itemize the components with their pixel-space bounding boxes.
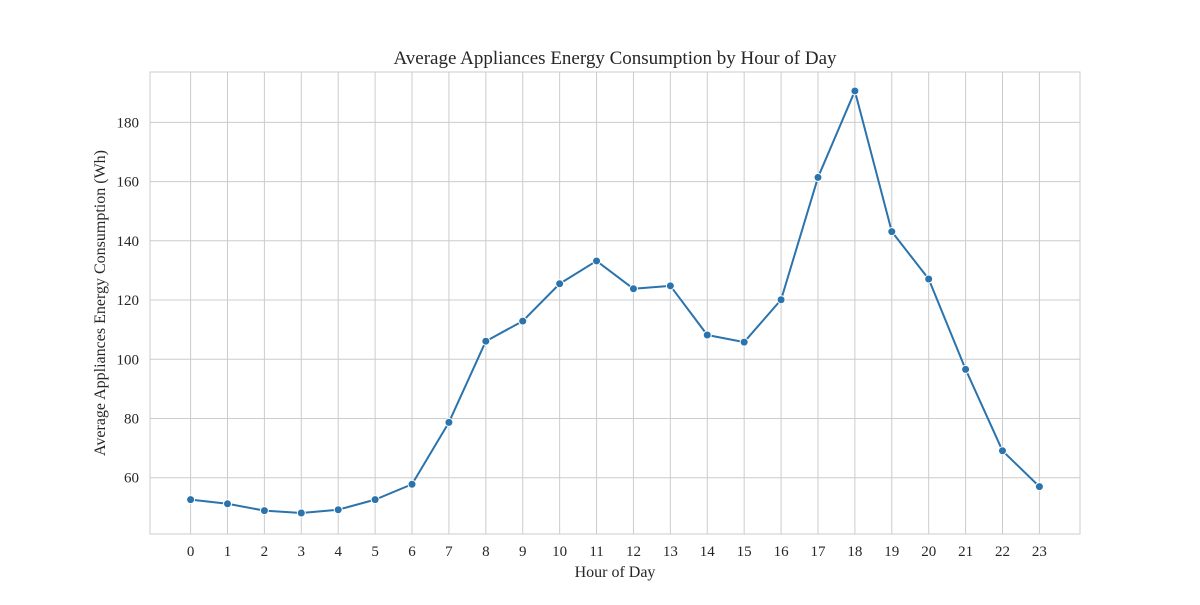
x-axis-label: Hour of Day bbox=[575, 564, 656, 581]
data-point bbox=[739, 337, 749, 347]
x-tick-label: 9 bbox=[519, 544, 527, 560]
data-point bbox=[1034, 482, 1044, 492]
y-tick-label: 80 bbox=[124, 412, 139, 428]
x-tick-label: 22 bbox=[995, 544, 1010, 560]
x-tick-label: 6 bbox=[408, 544, 416, 560]
x-tick-label: 8 bbox=[482, 544, 490, 560]
y-tick-labels: 60 80 100 120 140 160 180 bbox=[117, 115, 140, 486]
chart-title: Average Appliances Energy Consumption by… bbox=[393, 48, 837, 69]
x-tick-label: 23 bbox=[1032, 544, 1047, 560]
data-point bbox=[481, 336, 491, 346]
data-point bbox=[887, 227, 897, 237]
y-tick-label: 180 bbox=[117, 115, 140, 131]
data-point bbox=[813, 172, 823, 182]
data-point bbox=[518, 316, 528, 326]
data-point bbox=[961, 364, 971, 374]
x-tick-label: 11 bbox=[589, 544, 603, 560]
y-tick-label: 140 bbox=[117, 234, 140, 250]
data-point bbox=[259, 506, 269, 516]
x-tick-label: 5 bbox=[371, 544, 379, 560]
y-tick-label: 160 bbox=[117, 175, 140, 191]
y-tick-label: 100 bbox=[117, 352, 140, 368]
x-tick-label: 14 bbox=[700, 544, 716, 560]
x-tick-label: 1 bbox=[224, 544, 232, 560]
y-tick-label: 60 bbox=[124, 471, 139, 487]
x-tick-label: 21 bbox=[958, 544, 973, 560]
data-point bbox=[628, 284, 638, 294]
data-point bbox=[850, 86, 860, 96]
x-tick-label: 12 bbox=[626, 544, 641, 560]
x-tick-label: 15 bbox=[737, 544, 752, 560]
x-tick-label: 4 bbox=[334, 544, 342, 560]
data-point bbox=[407, 479, 417, 489]
data-point bbox=[296, 508, 306, 518]
data-point bbox=[223, 499, 232, 509]
series-line bbox=[190, 89, 1041, 514]
data-point bbox=[444, 417, 454, 427]
x-tick-labels: 0 1 2 3 4 5 6 7 8 9 10 11 12 13 14 15 16 17 18 19 20 21 22 23 bbox=[187, 544, 1047, 560]
x-tick-label: 16 bbox=[774, 544, 790, 560]
y-tick-label: 120 bbox=[117, 293, 140, 309]
x-tick-label: 20 bbox=[921, 544, 936, 560]
x-tick-label: 10 bbox=[552, 544, 567, 560]
data-point bbox=[592, 256, 602, 266]
x-tick-label: 3 bbox=[298, 544, 306, 560]
data-point bbox=[555, 279, 565, 289]
x-tick-label: 18 bbox=[847, 544, 862, 560]
x-tick-label: 19 bbox=[884, 544, 899, 560]
data-point bbox=[186, 495, 196, 505]
x-tick-label: 2 bbox=[261, 544, 269, 560]
data-point bbox=[776, 295, 786, 305]
plot-frame bbox=[149, 71, 1081, 535]
x-tick-label: 17 bbox=[810, 544, 826, 560]
data-point bbox=[702, 330, 712, 340]
data-point bbox=[333, 505, 343, 515]
series-layer bbox=[186, 86, 1044, 518]
y-axis-label: Average Appliances Energy Consumption (W… bbox=[92, 150, 109, 456]
data-point bbox=[924, 274, 934, 284]
x-tick-label: 7 bbox=[445, 544, 453, 560]
data-point bbox=[665, 281, 675, 291]
x-tick-label: 13 bbox=[663, 544, 678, 560]
x-tick-label: 0 bbox=[187, 544, 195, 560]
data-point bbox=[370, 495, 380, 505]
grid bbox=[150, 72, 1080, 534]
data-point bbox=[998, 446, 1007, 456]
